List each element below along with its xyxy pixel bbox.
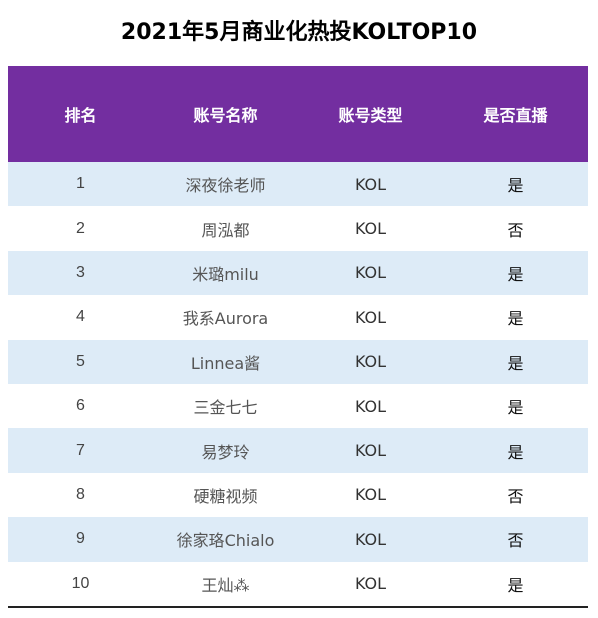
rank-cell: 1 (76, 175, 85, 193)
account-type-cell: KOL (354, 396, 387, 416)
header-account-type: 账号类型 (338, 106, 403, 125)
table-row: 6 三金七七 KOL 是 (8, 383, 588, 429)
table-row: 8 硬糖视频 KOL 否 (8, 472, 588, 518)
live-cell: 是 (507, 442, 524, 462)
account-type-cell: KOL (354, 263, 387, 283)
header-live: 是否直播 (483, 106, 548, 125)
account-type-cell: KOL (354, 574, 387, 594)
rank-cell: 4 (76, 308, 85, 326)
account-name-cell: Linnea酱 (190, 353, 261, 373)
live-cell: 否 (507, 531, 524, 551)
table-row: 7 易梦玲 KOL 是 (8, 428, 588, 473)
rank-cell: 8 (76, 485, 85, 503)
table-header: 排名 账号名称 账号类型 是否直播 (8, 66, 588, 162)
rank-cell: 2 (76, 219, 85, 237)
account-type-cell: KOL (354, 219, 387, 239)
live-cell: 否 (507, 220, 524, 240)
table-row: 2 周泓都 KOL 否 (8, 206, 588, 251)
rank-cell: 6 (76, 397, 85, 415)
account-type-cell: KOL (354, 307, 387, 327)
account-name-cell: 周泓都 (201, 220, 250, 240)
account-type-cell: KOL (354, 174, 387, 194)
account-name-cell: 深夜徐老师 (185, 176, 266, 196)
account-type-cell: KOL (354, 441, 387, 461)
account-name-cell: 米璐milu (192, 264, 259, 284)
table-row: 3 米璐milu KOL 是 (8, 250, 588, 296)
live-cell: 是 (507, 264, 524, 284)
table-row: 9 徐家珞Chialo KOL 否 (8, 517, 588, 562)
live-cell: 是 (507, 398, 524, 418)
table-row: 5 Linnea酱 KOL 是 (8, 339, 588, 384)
account-type-cell: KOL (354, 529, 387, 549)
live-cell: 是 (507, 353, 524, 373)
account-name-cell: 三金七七 (193, 398, 258, 418)
rank-cell: 7 (76, 441, 85, 459)
header-account-name: 账号名称 (193, 106, 258, 125)
table-row: 4 我系Aurora KOL 是 (8, 295, 588, 340)
account-name-cell: 我系Aurora (182, 309, 269, 329)
table-row: 1 深夜徐老师 KOL 是 (8, 162, 588, 207)
live-cell: 是 (507, 309, 524, 329)
live-cell: 否 (507, 486, 524, 506)
header-rank: 排名 (64, 106, 97, 125)
account-type-cell: KOL (354, 352, 387, 372)
rank-cell: 3 (76, 263, 85, 281)
account-name-cell: 徐家珞Chialo (176, 531, 275, 551)
page-title: 2021年5月商业化热投KOLTOP10 (120, 20, 478, 45)
account-name-cell: 硬糖视频 (193, 486, 258, 506)
account-type-cell: KOL (354, 485, 387, 505)
table-bottom-border (8, 605, 588, 608)
ranking-table: 排名 账号名称 账号类型 是否直播 1 深夜徐老师 KOL 是 2 周泓都 KO… (8, 66, 588, 608)
rank-cell: 5 (76, 352, 85, 370)
live-cell: 是 (507, 176, 524, 196)
table-row: 10 王灿⁂ KOL 是 (8, 561, 588, 606)
rank-cell: 10 (71, 574, 90, 592)
live-cell: 是 (507, 575, 524, 595)
account-name-cell: 易梦玲 (201, 442, 250, 462)
rank-cell: 9 (76, 530, 85, 548)
account-name-cell: 王灿⁂ (201, 575, 250, 595)
